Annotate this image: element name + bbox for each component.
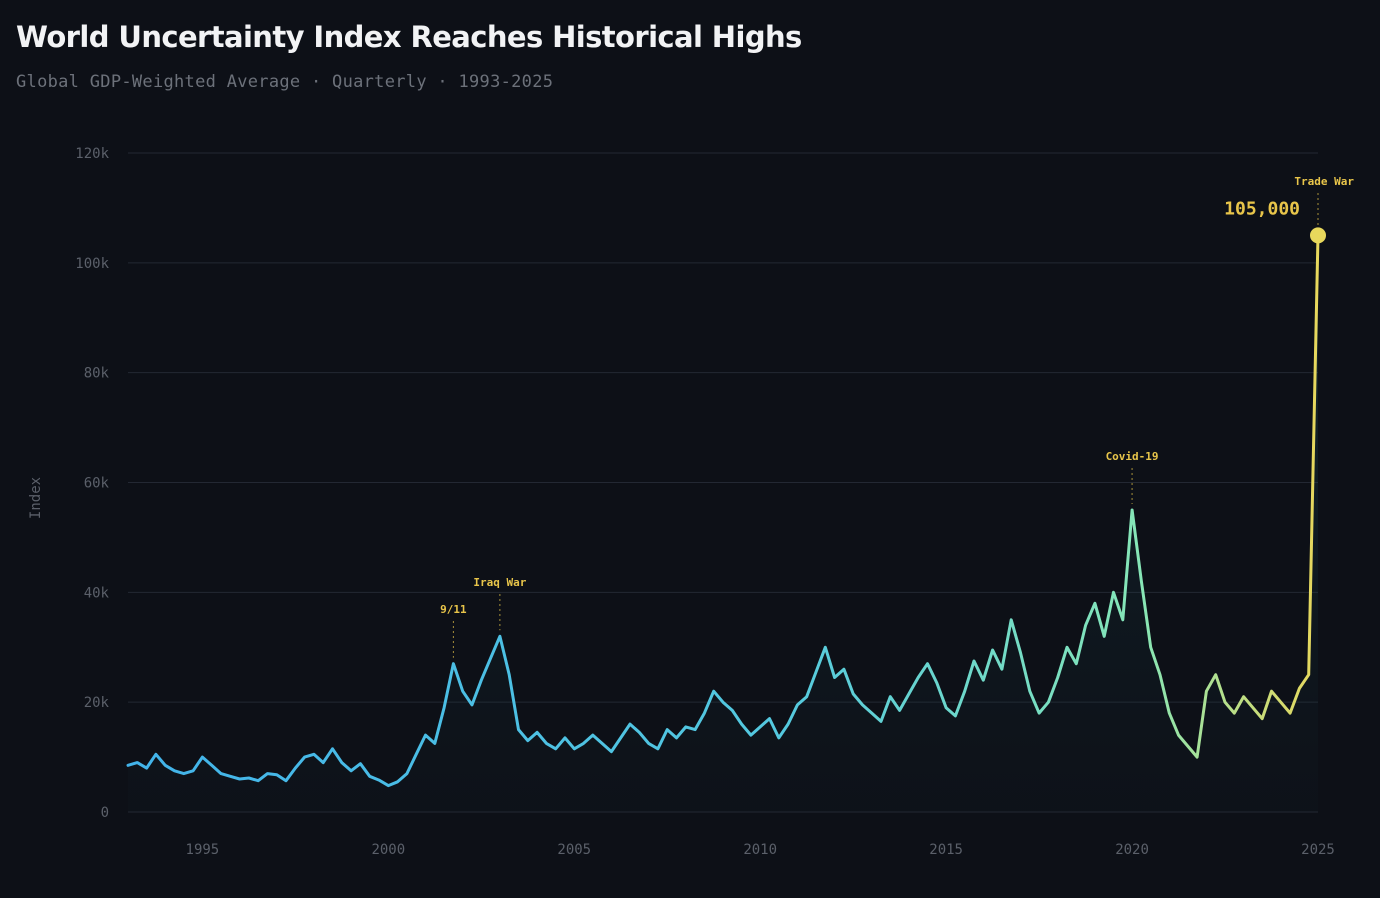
- y-axis-label: Index: [28, 477, 44, 519]
- x-tick-label: 2025: [1301, 842, 1335, 858]
- y-tick-label: 80k: [84, 366, 110, 382]
- latest-value-marker: [1310, 227, 1326, 244]
- annotation-label: Covid-19: [1106, 450, 1159, 463]
- annotation-label: Iraq War: [473, 576, 526, 589]
- series-area-fill: [128, 235, 1318, 812]
- chart-title: World Uncertainty Index Reaches Historic…: [16, 20, 802, 54]
- x-tick-label: 1995: [186, 842, 220, 858]
- x-tick-label: 2015: [929, 842, 963, 858]
- event-annotations: 9/11 Iraq War Covid-19 Trade War 105,000: [440, 175, 1354, 658]
- x-tick-label: 2010: [743, 842, 777, 858]
- annotation-label: Trade War: [1294, 175, 1354, 188]
- y-tick-label: 40k: [84, 585, 110, 601]
- latest-value-label: 105,000: [1224, 198, 1300, 219]
- y-tick-label: 0: [101, 805, 109, 821]
- y-tick-label: 20k: [84, 695, 110, 711]
- series-line: [126, 233, 1320, 788]
- y-tick-label: 60k: [84, 476, 110, 492]
- y-tick-label: 100k: [75, 256, 109, 272]
- y-tick-label: 120k: [75, 146, 109, 162]
- y-axis-ticks: 0 20k 40k 60k 80k 100k 120k: [75, 146, 109, 821]
- annotation-label: 9/11: [440, 603, 467, 616]
- x-tick-label: 2005: [557, 842, 591, 858]
- x-tick-label: 2020: [1115, 842, 1149, 858]
- x-axis-ticks: 1995 2000 2005 2010 2015 2020 2025: [186, 842, 1335, 858]
- chart-subtitle: Global GDP-Weighted Average · Quarterly …: [16, 72, 554, 92]
- x-tick-label: 2000: [371, 842, 405, 858]
